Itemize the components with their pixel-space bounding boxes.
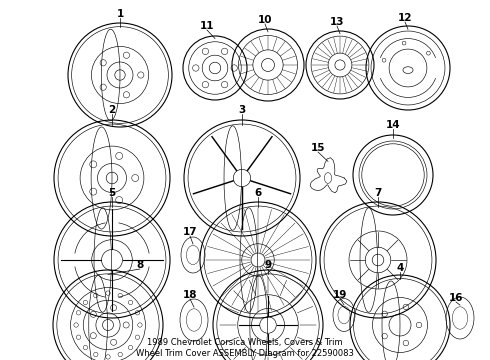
Text: 19: 19 [333,290,347,300]
Text: 3: 3 [238,105,245,115]
Text: 11: 11 [200,21,214,31]
Text: 10: 10 [258,15,272,25]
Text: 2: 2 [108,105,116,115]
Text: 6: 6 [254,188,262,198]
Text: 7: 7 [374,188,382,198]
Text: 16: 16 [449,293,463,303]
Text: 14: 14 [386,120,400,130]
Text: 8: 8 [136,260,144,270]
Text: 1989 Chevrolet Corsica Wheels, Covers & Trim: 1989 Chevrolet Corsica Wheels, Covers & … [147,338,343,347]
Text: 12: 12 [398,13,412,23]
Text: 5: 5 [108,188,116,198]
Text: 13: 13 [330,17,344,27]
Text: 4: 4 [396,263,404,273]
Text: 1: 1 [117,9,123,19]
Text: Wheel Trim Cover ASSEMBLY Diagram for 22590083: Wheel Trim Cover ASSEMBLY Diagram for 22… [136,348,354,357]
Text: 18: 18 [183,290,197,300]
Text: 9: 9 [265,260,271,270]
Text: 15: 15 [311,143,325,153]
Text: 17: 17 [183,227,197,237]
